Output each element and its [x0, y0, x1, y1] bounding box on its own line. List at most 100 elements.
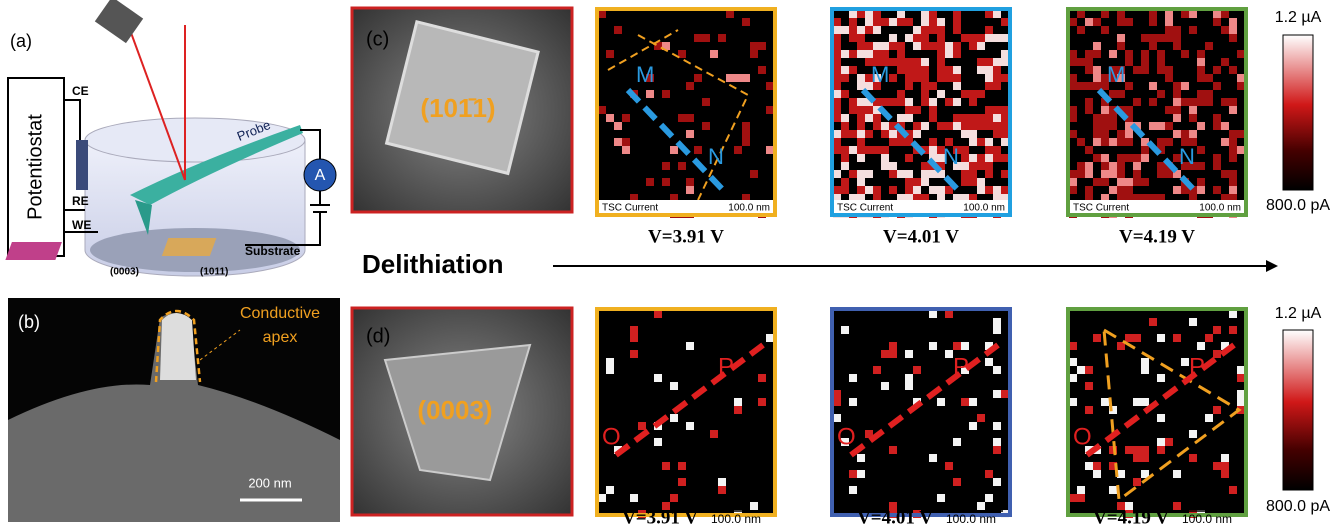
map-pixel	[1173, 502, 1181, 510]
map-pixel	[833, 58, 841, 66]
map-pixel	[750, 170, 758, 178]
colorbar	[1283, 330, 1313, 490]
map-pixel	[1101, 178, 1109, 186]
map-pixel	[1229, 98, 1237, 106]
map-pixel	[977, 114, 985, 122]
crystal-patch	[162, 238, 217, 256]
map-pixel	[1085, 50, 1093, 58]
map-pixel	[913, 42, 921, 50]
map-pixel	[1197, 342, 1205, 350]
map-pixel	[1165, 18, 1173, 26]
map-pixel	[742, 74, 750, 82]
map-pixel	[1229, 326, 1237, 334]
map-pixel	[654, 438, 662, 446]
map-pixel	[1157, 162, 1165, 170]
map-pixel	[865, 42, 873, 50]
map-pixel	[945, 310, 953, 318]
map-pixel	[758, 374, 766, 382]
map-pixel	[849, 26, 857, 34]
map-pixel	[1001, 106, 1009, 114]
map-pixel	[993, 146, 1001, 154]
map-pixel	[1237, 74, 1245, 82]
map-pixel	[921, 90, 929, 98]
map-pixel	[929, 98, 937, 106]
map-pixel	[985, 122, 993, 130]
map-pixel	[1109, 162, 1117, 170]
map-pixel	[937, 398, 945, 406]
map-pixel	[1149, 42, 1157, 50]
map-pixel	[985, 114, 993, 122]
map-pixel	[1221, 454, 1229, 462]
map-pixel	[913, 106, 921, 114]
map-pixel	[849, 66, 857, 74]
map-pixel	[857, 34, 865, 42]
map-pixel	[718, 486, 726, 494]
map-pixel	[1085, 406, 1093, 414]
map-pixel	[857, 98, 865, 106]
map-pixel	[841, 114, 849, 122]
map-pixel	[1213, 406, 1221, 414]
facet-label: (1011)	[200, 267, 228, 278]
map-pixel	[1237, 398, 1245, 406]
map-pixel	[993, 122, 1001, 130]
map-pixel	[1117, 154, 1125, 162]
map-pixel	[1173, 34, 1181, 42]
map-pixel	[710, 430, 718, 438]
map-pixel	[913, 366, 921, 374]
map-pixel	[969, 398, 977, 406]
map-pixel	[1125, 18, 1133, 26]
map-pixel	[670, 494, 678, 502]
map-pixel	[1093, 470, 1101, 478]
map-pixel	[1001, 34, 1009, 42]
map-pixel	[841, 162, 849, 170]
map-pixel	[654, 310, 662, 318]
map-pixel	[985, 138, 993, 146]
map-pixel	[889, 98, 897, 106]
map-pixel	[849, 10, 857, 18]
map-pixel	[1077, 58, 1085, 66]
map-pixel	[993, 106, 1001, 114]
map-pixel	[766, 146, 774, 154]
channel-label: TSC Current	[837, 203, 893, 214]
map-pixel	[1165, 26, 1173, 34]
map-pixel	[833, 90, 841, 98]
map-pixel	[742, 130, 750, 138]
map-pixel	[889, 130, 897, 138]
map-pixel	[1149, 10, 1157, 18]
map-pixel	[1001, 154, 1009, 162]
map-pixel	[857, 106, 865, 114]
map-pixel	[1141, 398, 1149, 406]
map-pixel	[1125, 106, 1133, 114]
page: (a) Potentiostat CE RE WE Probe A Substr…	[0, 0, 1344, 527]
map-pixel	[662, 462, 670, 470]
map-pixel	[953, 10, 961, 18]
map-pixel	[1001, 122, 1009, 130]
line-end-label: N	[708, 144, 724, 169]
map-pixel	[734, 398, 742, 406]
map-pixel	[1069, 178, 1077, 186]
map-pixel	[833, 130, 841, 138]
annotation: apex	[263, 329, 298, 346]
map-pixel	[953, 342, 961, 350]
map-pixel	[841, 26, 849, 34]
colorbar-max: 1.2 µA	[1275, 9, 1322, 26]
map-pixel	[985, 34, 993, 42]
potentiostat-label: Potentiostat	[24, 114, 46, 220]
map-pixel	[881, 50, 889, 58]
map-pixel	[1157, 90, 1165, 98]
map-pixel	[913, 66, 921, 74]
map-pixel	[897, 66, 905, 74]
map-pixel	[1141, 58, 1149, 66]
map-pixel	[1133, 454, 1141, 462]
map-pixel	[913, 74, 921, 82]
map-pixel	[1149, 318, 1157, 326]
map-pixel	[1149, 98, 1157, 106]
map-pixel	[985, 66, 993, 74]
map-pixel	[993, 10, 1001, 18]
map-pixel	[921, 18, 929, 26]
map-pixel	[1069, 74, 1077, 82]
scale-bar-label: 100.0 nm	[711, 512, 761, 526]
map-pixel	[1069, 82, 1077, 90]
voltage-label: V=3.91 V	[622, 507, 698, 527]
map-pixel	[977, 66, 985, 74]
